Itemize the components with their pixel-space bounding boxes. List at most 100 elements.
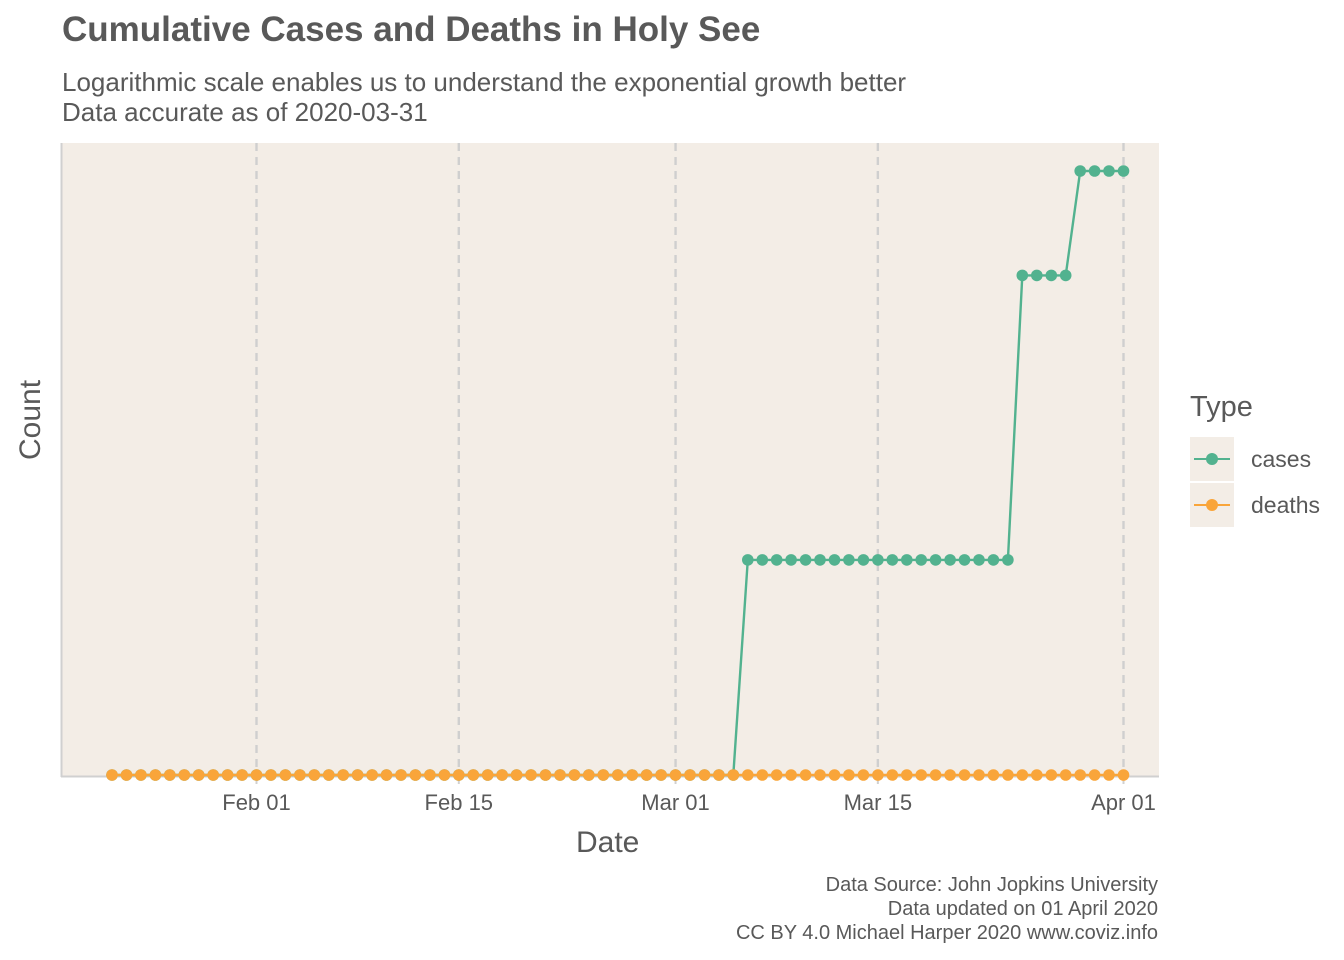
caption-data-updated: Data updated on 01 April 2020 xyxy=(887,898,1158,920)
data-point-cases xyxy=(901,554,913,566)
data-point-deaths xyxy=(279,769,292,781)
data-point-deaths xyxy=(236,769,248,781)
data-point-cases xyxy=(770,554,783,566)
data-point-deaths xyxy=(308,769,321,781)
data-point-cases xyxy=(1117,165,1130,177)
data-point-cases xyxy=(987,554,1000,566)
x-tick-label-4: Apr 01 xyxy=(1091,790,1156,815)
data-point-deaths xyxy=(698,769,711,781)
data-point-deaths xyxy=(453,769,465,781)
data-point-deaths xyxy=(886,769,899,781)
data-point-deaths xyxy=(438,769,451,781)
data-point-deaths xyxy=(481,769,494,781)
grid-lines xyxy=(255,143,1125,776)
data-point-cases xyxy=(857,554,870,566)
data-point-deaths xyxy=(1117,769,1130,781)
data-point-deaths xyxy=(1031,769,1043,781)
data-point-deaths xyxy=(424,769,436,781)
data-point-deaths xyxy=(872,769,884,781)
data-point-deaths xyxy=(901,769,913,781)
series-deaths xyxy=(106,769,1130,781)
data-point-deaths xyxy=(799,769,812,781)
legend-label-deaths: deaths xyxy=(1251,492,1321,518)
data-point-deaths xyxy=(120,769,133,781)
data-point-cases xyxy=(1031,269,1043,282)
data-point-deaths xyxy=(510,769,523,781)
data-point-deaths xyxy=(828,769,841,781)
data-point-deaths xyxy=(496,769,508,781)
legend-item-deaths: deaths xyxy=(1190,483,1340,527)
data-point-cases xyxy=(929,554,942,566)
caption-license: CC BY 4.0 Michael Harper 2020 www.coviz.… xyxy=(735,922,1158,944)
data-point-cases xyxy=(1103,165,1115,177)
caption-data-source: Data Source: John Jopkins University xyxy=(825,874,1158,896)
data-point-deaths xyxy=(337,769,350,781)
data-point-cases xyxy=(814,554,826,566)
legend-key-deaths xyxy=(1190,483,1234,527)
data-point-deaths xyxy=(409,769,422,781)
data-point-deaths xyxy=(149,769,162,781)
chart-title: Cumulative Cases and Deaths in Holy See xyxy=(62,10,761,49)
data-point-cases xyxy=(1002,554,1014,566)
data-point-cases xyxy=(1074,165,1086,177)
data-point-deaths xyxy=(192,769,205,781)
data-point-cases xyxy=(915,554,927,566)
x-tick-label-0: Feb 01 xyxy=(222,790,291,815)
plot-background xyxy=(61,143,1159,776)
data-point-deaths xyxy=(554,769,566,781)
data-point-deaths xyxy=(944,769,956,781)
legend-label-cases: cases xyxy=(1251,446,1312,472)
data-point-deaths xyxy=(626,769,638,781)
data-point-deaths xyxy=(640,769,653,781)
chart-subtitle-line-1: Logarithmic scale enables us to understa… xyxy=(62,67,907,97)
data-point-cases xyxy=(1045,269,1058,282)
x-tick-label-3: Mar 15 xyxy=(844,790,912,815)
data-point-cases xyxy=(843,554,855,566)
data-point-deaths xyxy=(221,769,234,781)
data-point-deaths xyxy=(178,769,191,781)
data-point-deaths xyxy=(1045,769,1058,781)
data-point-deaths xyxy=(1059,769,1072,781)
data-point-deaths xyxy=(756,769,769,781)
legend-item-cases: cases xyxy=(1190,437,1340,481)
data-point-cases xyxy=(799,554,812,566)
legend-point-deaths xyxy=(1206,499,1218,511)
data-point-deaths xyxy=(1074,769,1086,781)
data-point-deaths xyxy=(1002,769,1014,781)
data-point-deaths xyxy=(1088,769,1101,781)
y-axis-label: Count xyxy=(14,379,47,460)
data-point-deaths xyxy=(583,769,595,781)
data-point-deaths xyxy=(323,769,335,781)
data-point-deaths xyxy=(684,769,696,781)
data-point-deaths xyxy=(655,769,667,781)
data-point-deaths xyxy=(380,769,393,781)
data-point-deaths xyxy=(164,769,176,781)
data-point-deaths xyxy=(987,769,1000,781)
data-point-deaths xyxy=(539,769,552,781)
data-point-cases xyxy=(1088,165,1101,177)
data-point-cases xyxy=(828,554,841,566)
data-point-cases xyxy=(958,554,971,566)
legend-key-cases xyxy=(1190,437,1234,481)
series-layer xyxy=(106,165,1130,781)
data-point-cases xyxy=(872,554,884,566)
data-point-deaths xyxy=(135,769,147,781)
data-point-deaths xyxy=(814,769,826,781)
data-point-cases xyxy=(973,554,985,566)
data-point-deaths xyxy=(785,769,797,781)
x-axis-ticks: Feb 01 Feb 15 Mar 01 Mar 15 Apr 01 xyxy=(222,777,1156,815)
data-point-deaths xyxy=(915,769,927,781)
data-point-deaths xyxy=(265,769,277,781)
data-point-cases xyxy=(742,554,754,566)
data-point-deaths xyxy=(1016,769,1029,781)
data-point-deaths xyxy=(106,769,118,781)
data-point-deaths xyxy=(612,769,624,781)
chart-subtitle-line-2: Data accurate as of 2020-03-31 xyxy=(62,97,428,127)
data-point-deaths xyxy=(843,769,855,781)
data-point-deaths xyxy=(669,769,682,781)
data-point-deaths xyxy=(207,769,219,781)
data-point-deaths xyxy=(250,769,263,781)
data-point-deaths xyxy=(294,769,306,781)
data-point-deaths xyxy=(1103,769,1115,781)
